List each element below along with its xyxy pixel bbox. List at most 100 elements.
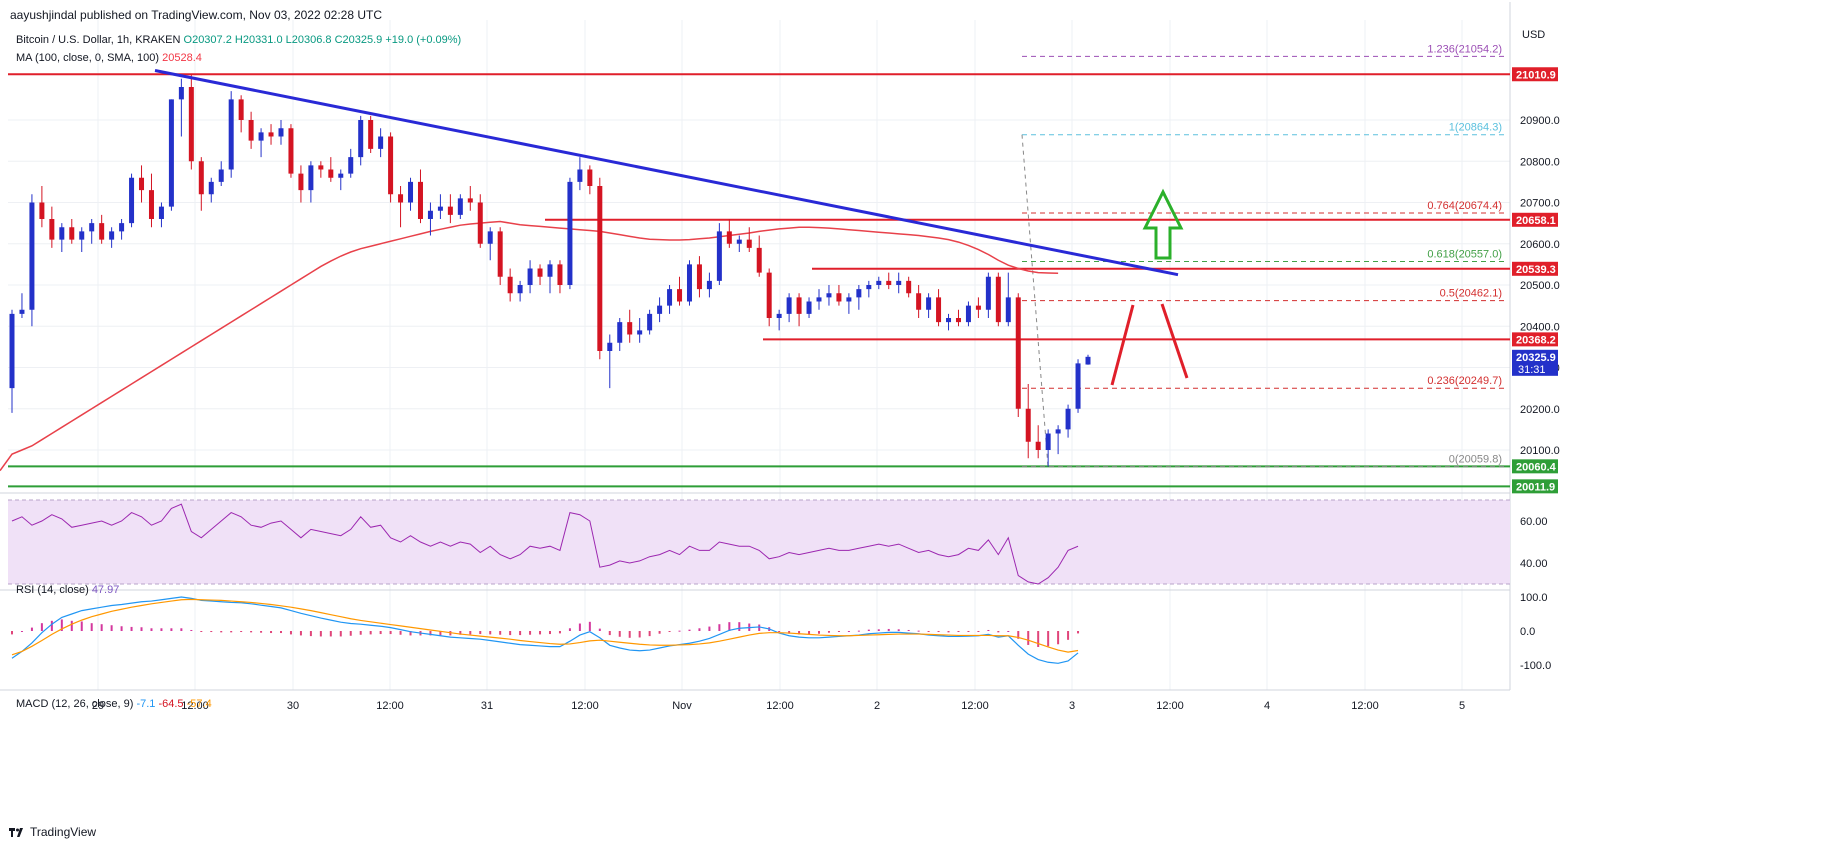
axis-currency-label: USD [1522, 29, 1545, 41]
macd-hist-bar [917, 630, 920, 632]
ma-legend: MA (100, close, 0, SMA, 100) 20528.4 [16, 52, 202, 64]
price-axis: USD20100.020200.020300.020400.020500.020… [1520, 29, 1560, 672]
candle-47 [477, 194, 483, 248]
candle-body [238, 99, 244, 120]
candle-70 [706, 272, 712, 298]
candle-body [228, 99, 234, 170]
candle-41 [417, 169, 423, 224]
candle-body [856, 289, 862, 298]
x-tick-13: 12:00 [1351, 700, 1379, 712]
candle-body [168, 99, 174, 207]
candle-14 [148, 173, 154, 228]
macd-hist-bar [40, 623, 43, 631]
candle-69 [696, 256, 702, 298]
candle-body [497, 231, 503, 277]
macd-hist-bar [329, 631, 332, 637]
candle-106 [1065, 404, 1071, 438]
rsi-tick-1: 40.00 [1520, 558, 1548, 570]
x-tick-12: 4 [1264, 700, 1270, 712]
macd-hist-bar [997, 631, 1000, 633]
candle-body [547, 264, 553, 277]
candle-12 [129, 173, 135, 228]
price-tag-1: 20658.1 [1516, 215, 1556, 227]
x-tick-8: 2 [874, 700, 880, 712]
candle-body [318, 165, 324, 170]
candle-38 [388, 132, 394, 203]
candle-body [129, 177, 135, 224]
candle-body [896, 280, 902, 285]
candle-body [398, 194, 404, 203]
candle-body [916, 293, 922, 310]
macd-hist-bar [100, 624, 103, 631]
candle-96 [965, 301, 971, 327]
price-tag-3: 20368.2 [1516, 334, 1556, 346]
macd-hist-bar [180, 628, 183, 631]
candle-body [208, 181, 214, 195]
candle-body [119, 223, 125, 232]
candle-82 [826, 285, 832, 306]
candle-87 [876, 276, 882, 290]
candle-body [527, 268, 533, 285]
macd-tick-1: 0.0 [1520, 626, 1535, 638]
footer-brand[interactable]: TradingView [8, 825, 96, 839]
candle-body [985, 276, 991, 310]
candle-56 [567, 177, 573, 290]
candle-75 [756, 235, 762, 277]
macd-hist-bar [1037, 631, 1040, 647]
candle-body [378, 136, 384, 149]
candle-8 [89, 219, 95, 244]
candle-body [49, 219, 55, 240]
candle-108 [1085, 354, 1091, 365]
candle-29 [298, 165, 304, 203]
macd-hist-bar [708, 626, 711, 631]
macd-hist-bar [150, 628, 153, 631]
price-tag-2: 20539.3 [1516, 264, 1556, 276]
candle-body [19, 309, 25, 314]
candle-body [1055, 429, 1061, 434]
candle-34 [348, 148, 354, 178]
candle-body [248, 120, 254, 141]
price-tag-countdown: 31:31 [1518, 364, 1546, 376]
candle-0 [9, 309, 15, 413]
candle-28 [288, 124, 294, 178]
candle-62 [627, 309, 633, 343]
candle-58 [587, 165, 593, 195]
candle-body [657, 305, 663, 314]
candle-body [29, 202, 35, 310]
candle-99 [995, 272, 1001, 327]
macd-hist-bar [289, 631, 292, 635]
rsi-tick-0: 60.00 [1520, 516, 1548, 528]
candle-90 [906, 276, 912, 298]
macd-tick-2: -100.0 [1520, 660, 1551, 672]
candle-101 [1015, 293, 1021, 417]
price-tag-bg-4 [1512, 349, 1558, 376]
macd-hist-bar [90, 623, 93, 631]
macd-hist-bar [1007, 631, 1010, 632]
y-tick-6: 20700.0 [1520, 198, 1560, 210]
macd-hist-bar [200, 631, 203, 632]
candle-33 [338, 169, 344, 191]
candle-50 [507, 268, 513, 302]
candle-30 [308, 161, 314, 203]
x-tick-11: 12:00 [1156, 700, 1184, 712]
candle-body [696, 264, 702, 290]
candle-body [457, 198, 463, 215]
macd-hist-bar [359, 631, 362, 635]
macd-hist-bar [30, 627, 33, 631]
candle-76 [766, 268, 772, 327]
candle-body [487, 231, 493, 244]
macd-hist-bar [987, 629, 990, 631]
candle-4 [49, 206, 55, 248]
macd-hist-bar [638, 631, 641, 638]
tradingview-logo-icon [9, 828, 23, 837]
candle-49 [497, 227, 503, 285]
candle-94 [946, 313, 952, 331]
macd-hist-bar [1077, 631, 1080, 634]
macd-hist-bar [1057, 631, 1060, 645]
macd-tick-0: 100.0 [1520, 592, 1548, 604]
candle-body [796, 297, 802, 314]
x-tick-3: 12:00 [376, 700, 404, 712]
footer-brand-text: TradingView [30, 825, 97, 839]
macd-histogram [11, 619, 1080, 647]
